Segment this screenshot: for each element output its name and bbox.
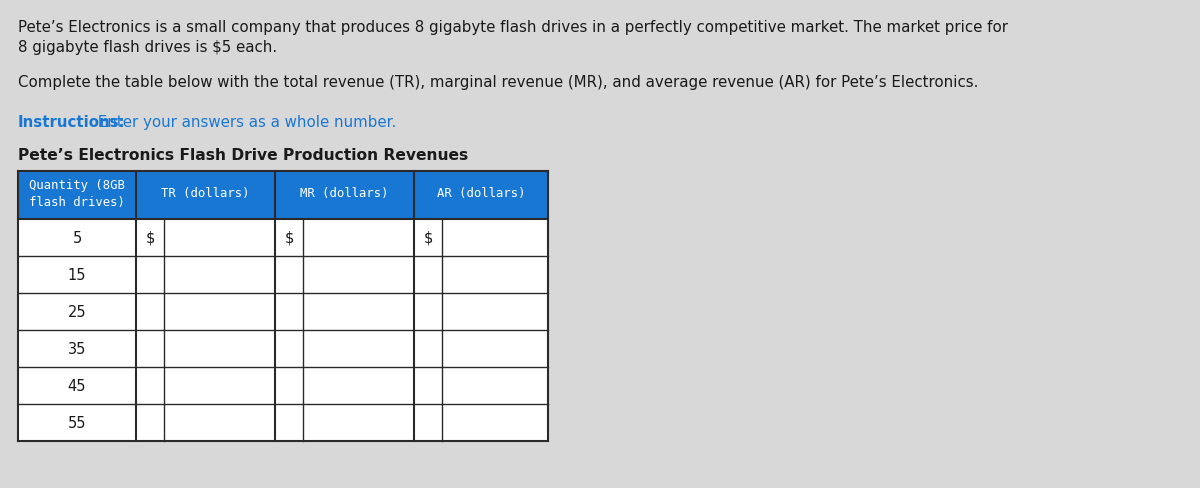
Text: 5: 5 [72,230,82,245]
Text: 25: 25 [67,305,86,319]
Text: TR (dollars): TR (dollars) [161,187,250,200]
Text: Complete the table below with the total revenue (TR), marginal revenue (MR), and: Complete the table below with the total … [18,75,978,90]
Text: $: $ [284,230,294,245]
Bar [18,257,548,293]
Text: Pete’s Electronics Flash Drive Production Revenues: Pete’s Electronics Flash Drive Productio… [18,148,468,163]
Text: 55: 55 [67,415,86,430]
Text: MR (dollars): MR (dollars) [300,187,389,200]
Bar [18,404,548,441]
Text: $: $ [424,230,433,245]
Bar [18,367,548,404]
Bar [18,330,548,367]
Text: 35: 35 [68,341,86,356]
Bar [18,293,548,330]
Text: 45: 45 [67,378,86,393]
Text: Enter your answers as a whole number.: Enter your answers as a whole number. [94,115,396,130]
Bar [18,220,548,257]
Text: $: $ [145,230,155,245]
Text: Instructions:: Instructions: [18,115,126,130]
Text: Pete’s Electronics is a small company that produces 8 gigabyte flash drives in a: Pete’s Electronics is a small company th… [18,20,1008,35]
Text: AR (dollars): AR (dollars) [437,187,526,200]
Text: 8 gigabyte flash drives is $5 each.: 8 gigabyte flash drives is $5 each. [18,40,277,55]
Text: 15: 15 [67,267,86,283]
Text: Quantity (8GB
flash drives): Quantity (8GB flash drives) [29,179,125,208]
Bar [18,172,548,220]
